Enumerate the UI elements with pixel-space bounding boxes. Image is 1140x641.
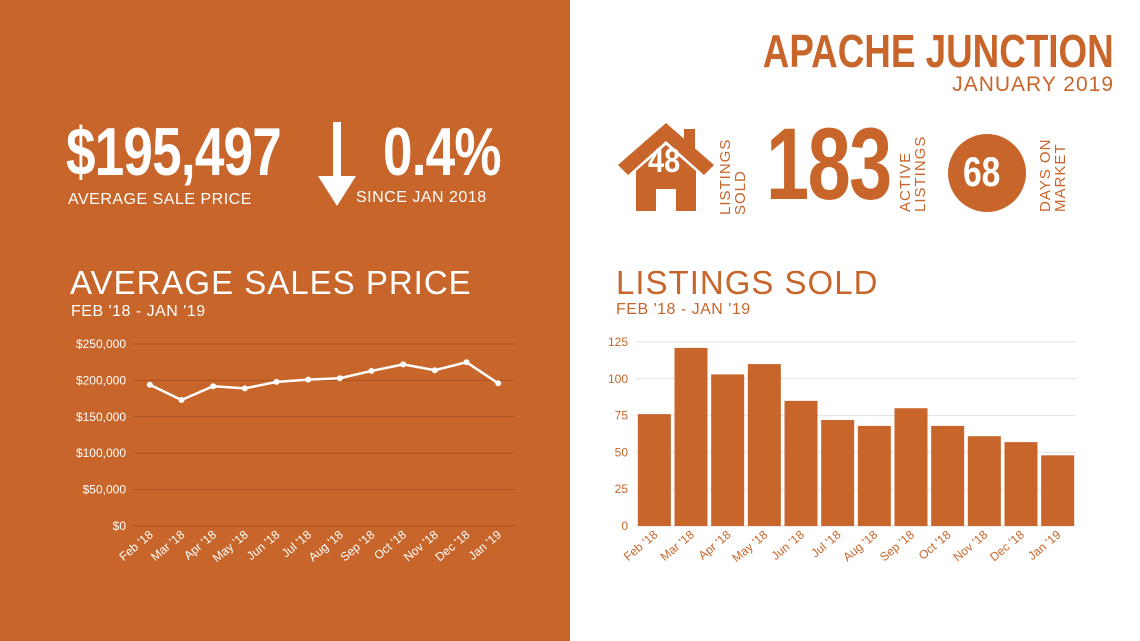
- price-data-point: [495, 380, 502, 387]
- x-tick-label: Mar '18: [148, 527, 188, 563]
- listings-sold-bar: [1041, 455, 1075, 526]
- average-price-caption: AVERAGE SALE PRICE: [68, 191, 252, 208]
- x-tick-label: Jan '19: [1025, 527, 1064, 563]
- x-tick-label: Dec '18: [987, 527, 1027, 564]
- listings-sold-bar: [821, 420, 855, 526]
- y-tick-label: $150,000: [76, 410, 126, 424]
- listings-sold-bar: [931, 425, 965, 526]
- listings-sold-bar: [637, 414, 671, 526]
- price-data-point: [368, 367, 375, 374]
- x-tick-label: May '18: [729, 527, 770, 565]
- x-tick-label: Sep '18: [338, 527, 378, 564]
- x-tick-label: Nov '18: [401, 527, 441, 564]
- listings-sold-value: 48: [648, 142, 681, 180]
- listings-sold-bar: [711, 374, 745, 526]
- listings-sold-bar: [857, 425, 891, 526]
- price-data-point: [273, 378, 280, 385]
- price-data-point: [146, 381, 153, 388]
- y-tick-label: 25: [615, 482, 629, 496]
- days-on-market-circle: [948, 134, 1026, 212]
- x-tick-label: Mar '18: [658, 527, 698, 563]
- x-tick-label: Jun '18: [769, 527, 808, 563]
- chart-subtitle: FEB '18 - JAN '19: [71, 303, 206, 320]
- price-data-point: [431, 367, 438, 374]
- listings-sold-bar: [894, 408, 928, 526]
- chart-title: AVERAGE SALES PRICE: [70, 264, 472, 301]
- change-value: 0.4%: [383, 114, 502, 190]
- city-title: APACHE JUNCTION: [763, 25, 1114, 77]
- active-listings-label-line1: ACTIVE: [897, 151, 914, 212]
- x-tick-label: Aug '18: [306, 527, 346, 564]
- y-tick-label: 0: [621, 519, 628, 533]
- listings-sold-bar: [674, 347, 708, 526]
- listings-chart-subtitle: FEB '18 - JAN '19: [616, 301, 751, 318]
- listings-sold-bar: [747, 364, 781, 526]
- arrow-down-icon: [318, 122, 356, 206]
- listings-sold-label-line2: SOLD: [732, 170, 749, 215]
- active-listings-label-line2: LISTINGS: [912, 135, 929, 212]
- x-tick-label: Jan '19: [466, 527, 505, 563]
- x-tick-label: Nov '18: [950, 527, 990, 564]
- y-tick-label: $100,000: [76, 446, 126, 460]
- y-tick-label: 100: [608, 372, 628, 386]
- days-on-market-label-line2: MARKET: [1052, 143, 1069, 212]
- active-listings-value: 183: [766, 107, 892, 221]
- y-tick-label: $50,000: [83, 483, 127, 497]
- house-icon: [618, 123, 714, 211]
- active-listings-label: ACTIVE LISTINGS: [897, 135, 929, 212]
- change-caption: SINCE JAN 2018: [356, 189, 487, 206]
- x-tick-label: Oct '18: [916, 527, 954, 562]
- price-data-point: [400, 361, 407, 368]
- listings-sold-bar: [784, 400, 818, 526]
- right-panel: APACHE JUNCTION JANUARY 2019 48 LISTINGS…: [570, 0, 1140, 641]
- price-data-point: [463, 359, 470, 366]
- days-on-market-label: DAYS ON MARKET: [1037, 138, 1069, 212]
- price-data-point: [178, 397, 185, 404]
- x-tick-label: Sep '18: [877, 527, 917, 564]
- x-tick-label: Aug '18: [840, 527, 880, 564]
- price-data-point: [336, 375, 343, 382]
- x-tick-label: Apr '18: [696, 527, 734, 562]
- price-data-point: [305, 376, 312, 383]
- average-price-value: $195,497: [66, 114, 282, 190]
- x-tick-label: Jun '18: [244, 527, 283, 563]
- y-tick-label: 125: [608, 335, 628, 349]
- listings-sold-bar: [1004, 442, 1038, 526]
- listings-sold-label: LISTINGS SOLD: [717, 138, 749, 215]
- listings-chart-title: LISTINGS SOLD: [616, 264, 879, 301]
- days-on-market-label-line1: DAYS ON: [1037, 138, 1054, 212]
- days-on-market-value: 68: [963, 148, 1001, 195]
- price-data-point: [210, 383, 217, 390]
- average-price-line-chart: $0 $50,000 $100,000 $150,000 $200,000 $250,00…: [76, 337, 514, 565]
- y-tick-label: $200,000: [76, 373, 126, 387]
- y-tick-label: $250,000: [76, 337, 126, 351]
- month-subtitle: JANUARY 2019: [952, 73, 1114, 96]
- x-tick-label: Dec '18: [433, 527, 473, 564]
- y-tick-label: 75: [615, 409, 629, 423]
- x-tick-label: Jul '18: [808, 527, 844, 560]
- x-tick-label: May '18: [210, 527, 251, 565]
- y-tick-label: $0: [113, 519, 127, 533]
- price-line-series: [149, 360, 499, 402]
- listings-sold-bar: [967, 436, 1001, 526]
- y-tick-label: 50: [615, 445, 629, 459]
- left-panel: $195,497 AVERAGE SALE PRICE 0.4% SINCE J…: [0, 0, 570, 641]
- listings-sold-label-line1: LISTINGS: [717, 138, 734, 215]
- price-data-point: [241, 385, 248, 392]
